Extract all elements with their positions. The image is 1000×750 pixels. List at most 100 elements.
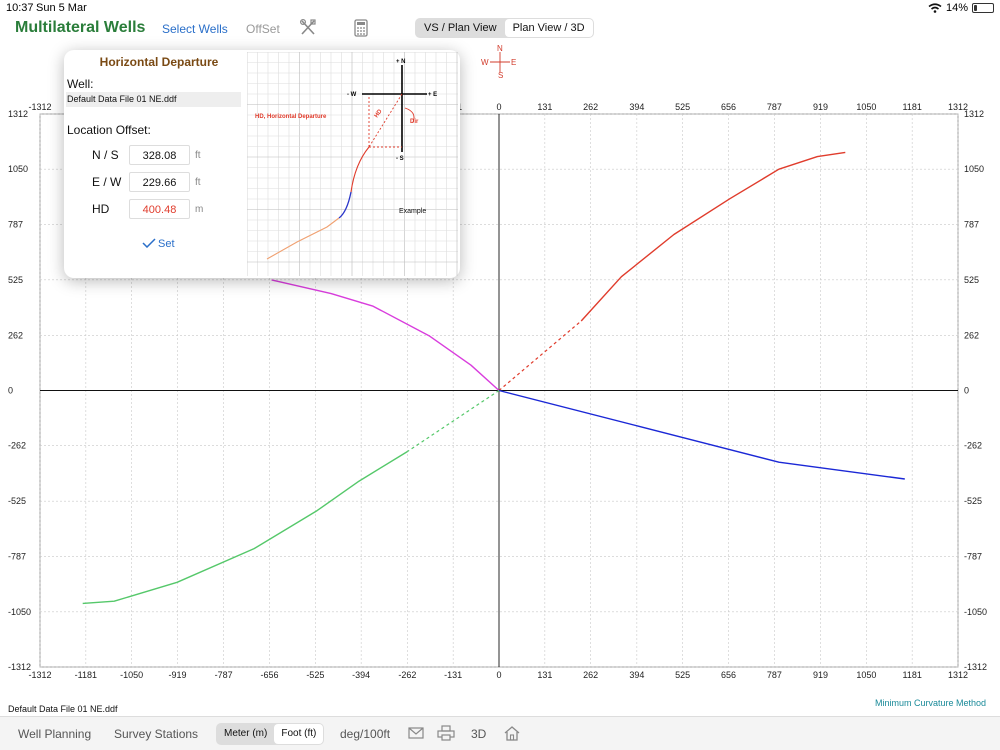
- x-tick-label-top: 1050: [856, 102, 876, 112]
- vs-plan-view-tab[interactable]: VS / Plan View: [424, 22, 497, 34]
- status-time: 10:37: [6, 2, 34, 14]
- compass-s: S: [498, 71, 504, 80]
- diagram-path-red: [350, 146, 370, 193]
- y-tick-label-left: -1050: [8, 607, 31, 617]
- x-tick-label-top: 1312: [948, 102, 968, 112]
- y-tick-label-right: 0: [964, 386, 969, 396]
- x-tick-label-bottom: 1181: [902, 670, 921, 680]
- home-icon[interactable]: [503, 725, 521, 741]
- location-offset-label: Location Offset:: [67, 123, 151, 137]
- y-tick-label-right: -1050: [964, 607, 987, 617]
- x-tick-label-top: 131: [537, 102, 552, 112]
- plan-view-3d-tab[interactable]: Plan View / 3D: [504, 19, 593, 37]
- print-icon[interactable]: [437, 725, 455, 741]
- set-button[interactable]: Set: [142, 238, 175, 250]
- plan-view-chart: -1312-1312-1181-1181-1050-1050-919-919-7…: [8, 102, 987, 680]
- diagram-n-label: + N: [396, 59, 406, 65]
- battery-percent: 14%: [945, 2, 968, 14]
- foot-option[interactable]: Foot (ft): [274, 724, 324, 744]
- deg-per-100ft-button[interactable]: deg/100ft: [340, 727, 391, 741]
- y-tick-label-left: 787: [8, 220, 23, 230]
- meter-option[interactable]: Meter (m): [224, 728, 268, 739]
- y-tick-label-left: -525: [8, 496, 26, 506]
- well-path-dashed-0: [498, 320, 582, 391]
- popover-title: Horizontal Departure: [99, 55, 219, 69]
- well-path-2: [498, 389, 905, 480]
- y-tick-label-right: 1050: [964, 164, 984, 174]
- diagram-dir-label: Dir: [410, 119, 419, 125]
- x-tick-label-bottom: 656: [721, 670, 736, 680]
- y-tick-label-left: 0: [8, 386, 13, 396]
- view-segmented-control: VS / Plan View Plan View / 3D: [415, 18, 594, 38]
- x-tick-label-top: 262: [583, 102, 598, 112]
- diagram-example-label: Example: [399, 208, 426, 215]
- hd-input[interactable]: 400.48: [129, 199, 190, 219]
- y-tick-label-right: 1312: [964, 109, 984, 119]
- x-tick-label-bottom: 919: [813, 670, 828, 680]
- diagram-hd-label: HD: [374, 108, 384, 119]
- set-label: Set: [158, 238, 175, 250]
- data-file-label: Default Data File 01 NE.ddf: [8, 704, 118, 714]
- x-tick-label-top: 0: [496, 102, 501, 112]
- y-tick-label-right: -525: [964, 496, 982, 506]
- survey-stations-tab[interactable]: Survey Stations: [114, 727, 199, 741]
- diagram-w-label: - W: [347, 92, 357, 98]
- well-label: Well:: [67, 77, 94, 91]
- y-tick-label-left: 1312: [8, 109, 28, 119]
- y-tick-label-right: -787: [964, 551, 982, 561]
- x-tick-label-bottom: -1050: [120, 670, 143, 680]
- ns-label: N / S: [92, 148, 119, 162]
- y-tick-label-left: -787: [8, 551, 26, 561]
- diagram-hd-line: [368, 93, 403, 148]
- select-wells-button[interactable]: Select Wells: [162, 22, 228, 36]
- diagram-path-orange: [266, 217, 340, 260]
- well-path-1: [271, 279, 500, 392]
- y-tick-label-right: -1312: [964, 662, 987, 672]
- x-tick-label-top: 656: [721, 102, 736, 112]
- compass-w: W: [481, 58, 489, 67]
- ns-input[interactable]: 328.08: [129, 145, 190, 165]
- wifi-icon: [928, 3, 942, 13]
- y-tick-label-left: 525: [8, 275, 23, 285]
- x-tick-label-bottom: -1312: [28, 670, 51, 680]
- well-file-field[interactable]: Default Data File 01 NE.ddf: [66, 92, 241, 107]
- diagram-e-label: + E: [428, 92, 437, 98]
- y-tick-label-right: 262: [964, 330, 979, 340]
- x-tick-label-top: 394: [629, 102, 644, 112]
- view-3d-button[interactable]: 3D: [471, 727, 487, 741]
- ew-label: E / W: [92, 175, 122, 189]
- x-tick-label-bottom: -919: [168, 670, 186, 680]
- x-tick-label-bottom: 1050: [856, 670, 876, 680]
- x-tick-label-bottom: -131: [444, 670, 462, 680]
- x-tick-label-top: 919: [813, 102, 828, 112]
- ns-unit: ft: [195, 150, 201, 161]
- ew-input[interactable]: 229.66: [129, 172, 190, 192]
- x-tick-label-bottom: 131: [537, 670, 552, 680]
- y-tick-label-right: 787: [964, 220, 979, 230]
- offset-button[interactable]: OffSet: [246, 22, 280, 36]
- x-tick-label-bottom: 394: [629, 670, 644, 680]
- battery-icon: [972, 3, 994, 13]
- compass-n: N: [497, 44, 503, 53]
- x-tick-label-bottom: -656: [260, 670, 278, 680]
- y-tick-label-right: -262: [964, 441, 982, 451]
- x-tick-label-bottom: 0: [496, 670, 501, 680]
- mail-icon[interactable]: [408, 726, 424, 740]
- diagram-s-label: - S: [396, 156, 404, 162]
- y-tick-label-right: 525: [964, 275, 979, 285]
- x-tick-label-top: 787: [767, 102, 782, 112]
- app-title: Multilateral Wells: [15, 19, 146, 36]
- tools-icon[interactable]: [298, 18, 318, 38]
- hd-unit: m: [195, 204, 204, 215]
- x-tick-label-top: 1181: [902, 102, 921, 112]
- calculator-icon[interactable]: [351, 18, 371, 38]
- unit-segmented-control: Meter (m) Foot (ft): [216, 723, 325, 745]
- y-tick-label-left: -1312: [8, 662, 31, 672]
- diagram-dir-arc: [404, 107, 415, 123]
- well-planning-tab[interactable]: Well Planning: [18, 727, 92, 741]
- x-tick-label-bottom: 262: [583, 670, 598, 680]
- checkmark-icon: [142, 238, 156, 249]
- x-tick-label-bottom: 525: [675, 670, 690, 680]
- diagram-hd-caption: HD, Horizontal Departure: [255, 114, 327, 120]
